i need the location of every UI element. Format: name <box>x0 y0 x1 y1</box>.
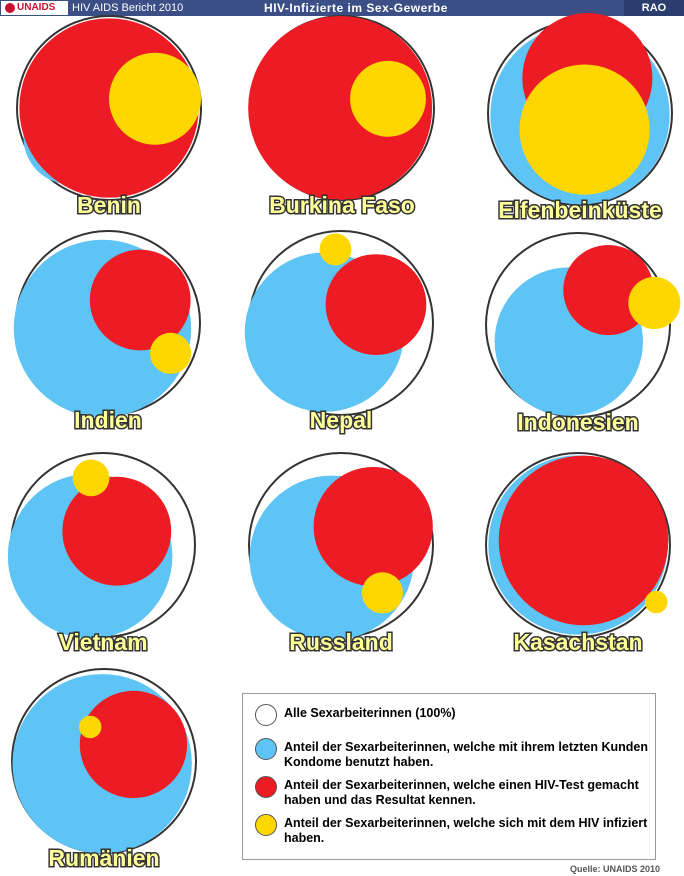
page-title: HIV-Infizierte im Sex-Gewerbe <box>264 1 448 15</box>
country-label-rum-nien: Rumänien <box>48 845 159 871</box>
circle-tested-indien <box>89 249 191 351</box>
circle-infected-indonesien <box>628 276 681 329</box>
circle-white-icon <box>255 704 277 726</box>
circle-infected-burkina-faso <box>350 60 426 137</box>
legend: Alle Sexarbeiterinnen (100%) Anteil der … <box>242 693 656 860</box>
header-bar: UNAIDS HIV AIDS Bericht 2010 HIV-Infizie… <box>0 0 684 16</box>
country-label-indien: Indien <box>74 407 142 433</box>
circle-tested-russland <box>313 466 433 587</box>
circle-red-icon <box>255 776 277 798</box>
legend-text-all: Alle Sexarbeiterinnen (100%) <box>284 706 456 720</box>
legend-text-condom: Anteil der Sexarbeiterinnen, welche mit … <box>284 740 648 769</box>
circle-infected-kasachstan <box>644 590 668 614</box>
country-label-russland: Russland <box>289 629 393 655</box>
country-label-elfenbeink-ste: Elfenbeinküste <box>498 197 662 223</box>
circle-yellow-icon <box>255 814 277 836</box>
country-label-benin: Benin <box>77 192 141 218</box>
circle-infected-rum-nien <box>78 715 102 739</box>
logo-text: UNAIDS <box>17 2 56 13</box>
legend-text-infected: Anteil der Sexarbeiterinnen, welche sich… <box>284 816 648 845</box>
aids-ribbon-icon <box>5 3 15 13</box>
header-tag: RAO <box>624 0 684 16</box>
circle-tested-kasachstan <box>498 455 669 626</box>
circle-blue-icon <box>255 738 277 760</box>
circle-tested-nepal <box>325 254 427 355</box>
source-note: Quelle: UNAIDS 2010 <box>570 864 661 874</box>
circle-infected-vietnam <box>72 459 110 497</box>
unaids-logo: UNAIDS <box>1 1 68 15</box>
country-label-vietnam: Vietnam <box>58 629 147 655</box>
circle-infected-benin <box>109 52 201 145</box>
country-label-nepal: Nepal <box>310 407 373 433</box>
report-name: HIV AIDS Bericht 2010 <box>72 2 184 14</box>
circle-infected-elfenbeink-ste <box>519 64 650 195</box>
circle-infected-russland <box>361 572 403 614</box>
country-label-indonesien: Indonesien <box>517 409 638 435</box>
legend-text-tested: Anteil der Sexarbeiterinnen, welche eine… <box>284 778 639 807</box>
circle-tested-rum-nien <box>79 690 188 799</box>
circle-tested-vietnam <box>62 476 172 586</box>
country-label-burkina-faso: Burkina Faso <box>269 192 415 218</box>
circle-infected-indien <box>149 332 192 374</box>
circle-infected-nepal <box>319 233 352 266</box>
country-label-kasachstan: Kasachstan <box>513 629 642 655</box>
